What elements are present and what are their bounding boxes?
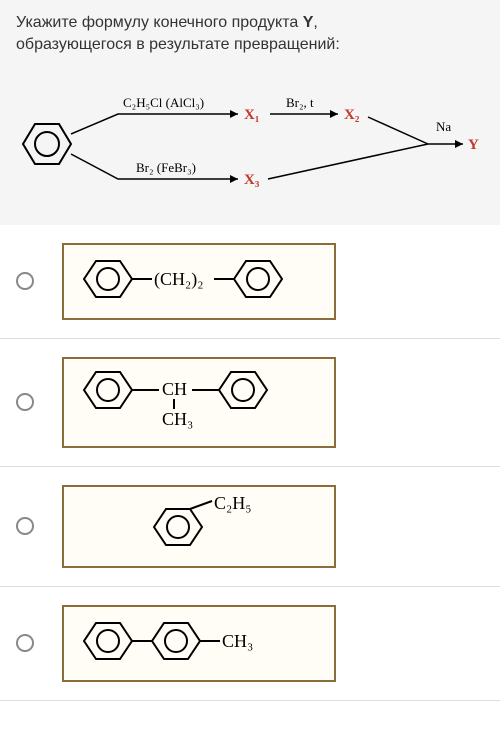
- question-bold-y: Y: [303, 14, 314, 31]
- phenyl-right-icon: [234, 261, 282, 297]
- arrowhead-y: [455, 140, 463, 148]
- radio-icon[interactable]: [16, 272, 34, 290]
- option-4-structure: CH₃: [62, 605, 336, 682]
- option-2[interactable]: CH CH₃: [0, 339, 500, 467]
- phenyl-right-icon: [152, 623, 200, 659]
- phenyl-right-icon: [219, 372, 267, 408]
- benzene-icon: [23, 124, 71, 164]
- option-1[interactable]: (CH₂)₂: [0, 225, 500, 339]
- merge-top: [368, 117, 428, 144]
- option-4[interactable]: CH₃: [0, 587, 500, 701]
- phenyl-left-icon: [84, 623, 132, 659]
- question-text-1: Укажите формулу конечного продукта: [16, 14, 303, 31]
- question-header: Укажите формулу конечного продукта Y, об…: [0, 0, 500, 69]
- ethyl-label: C₂H₅: [214, 493, 252, 513]
- arrow-to-x1: [71, 114, 238, 134]
- reagent3-label: Br₂ (FeBr₃): [136, 160, 196, 175]
- phenyl-icon: [154, 509, 202, 545]
- arrowhead-x3: [230, 175, 238, 183]
- reagent2-label: Br₂, t: [286, 95, 314, 110]
- phenyl-left-icon: [84, 261, 132, 297]
- radio-icon[interactable]: [16, 517, 34, 535]
- x3-label: X₃: [244, 172, 260, 188]
- radio-icon[interactable]: [16, 634, 34, 652]
- na-label: Na: [436, 119, 451, 134]
- x2-label: X₂: [344, 107, 360, 123]
- reagent1-label: C₂H₅Cl (AlCl₃): [123, 95, 204, 110]
- radio-icon[interactable]: [16, 393, 34, 411]
- bridge-label: (CH₂)₂: [154, 269, 204, 290]
- question-text-2: образующегося в результате превращений:: [16, 36, 340, 53]
- question-text-1s: ,: [313, 14, 317, 31]
- scheme-svg: C₂H₅Cl (AlCl₃) X₁ Br₂, t X₂ Br₂ (FeBr₃) …: [8, 79, 492, 209]
- merge-bottom: [268, 144, 428, 179]
- option-1-structure: (CH₂)₂: [62, 243, 336, 320]
- arrowhead-x1: [230, 110, 238, 118]
- option-3[interactable]: C₂H₅: [0, 467, 500, 587]
- option-2-structure: CH CH₃: [62, 357, 336, 448]
- x1-label: X₁: [244, 107, 259, 123]
- reaction-scheme: C₂H₅Cl (AlCl₃) X₁ Br₂, t X₂ Br₂ (FeBr₃) …: [0, 69, 500, 225]
- phenyl-left-icon: [84, 372, 132, 408]
- bridge-top: CH: [162, 379, 187, 399]
- y-label: Y: [468, 137, 479, 153]
- arrowhead-x2: [330, 110, 338, 118]
- ch3-label: CH₃: [222, 631, 253, 651]
- option-3-structure: C₂H₅: [62, 485, 336, 568]
- bridge-bot: CH₃: [162, 409, 193, 429]
- answer-options: (CH₂)₂ CH CH₃: [0, 225, 500, 701]
